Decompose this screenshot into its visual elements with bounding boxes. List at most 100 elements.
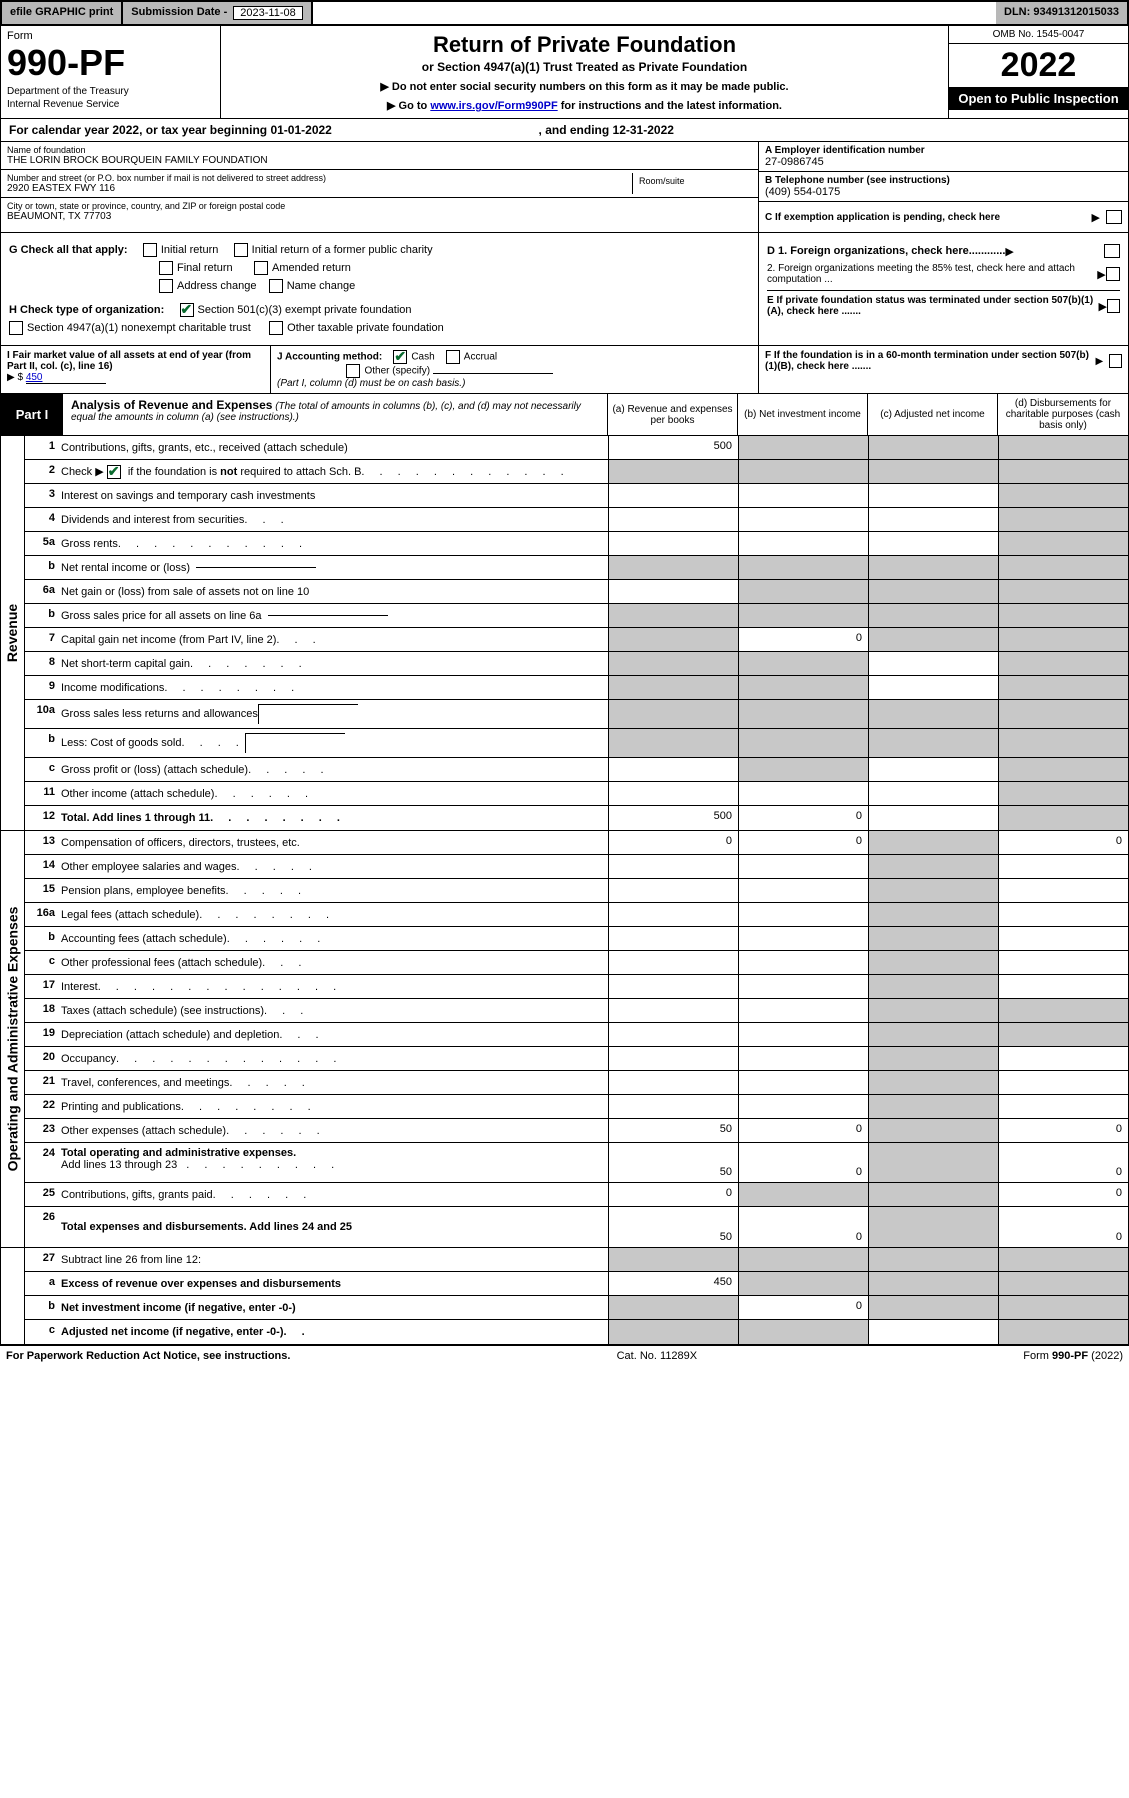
cell-a	[608, 460, 738, 483]
cell-b: 0	[738, 831, 868, 854]
cell-b	[738, 879, 868, 902]
sub-box	[245, 733, 345, 753]
goto-post: for instructions and the latest informat…	[558, 100, 782, 112]
exemption-checkbox[interactable]	[1106, 210, 1122, 224]
cell-c	[868, 758, 998, 781]
line-desc: Net investment income (if negative, ente…	[61, 1296, 608, 1319]
cell-a	[608, 1248, 738, 1271]
page-footer: For Paperwork Reduction Act Notice, see …	[0, 1345, 1129, 1366]
e-label: E If private foundation status was termi…	[767, 295, 1098, 317]
cell-c	[868, 806, 998, 830]
line-num: 23	[25, 1119, 61, 1142]
arrow-icon: ▶	[1005, 245, 1013, 258]
cell-a	[608, 580, 738, 603]
accrual-checkbox[interactable]	[446, 350, 460, 364]
dept-treasury: Department of the Treasury	[7, 86, 214, 97]
cash-checkbox[interactable]	[393, 350, 407, 364]
cell-b	[738, 1272, 868, 1295]
cell-b	[738, 758, 868, 781]
cell-c	[868, 879, 998, 902]
cell-c	[868, 855, 998, 878]
paperwork-notice: For Paperwork Reduction Act Notice, see …	[6, 1350, 290, 1362]
line-num: 19	[25, 1023, 61, 1046]
amended-return-checkbox[interactable]	[254, 261, 268, 275]
cell-a	[608, 604, 738, 627]
d1-checkbox[interactable]	[1104, 244, 1120, 258]
city-label: City or town, state or province, country…	[7, 201, 752, 211]
foundation-name: THE LORIN BROCK BOURQUEIN FAMILY FOUNDAT…	[7, 155, 752, 166]
omb-number: OMB No. 1545-0047	[949, 26, 1128, 44]
cell-d	[998, 556, 1128, 579]
final-return-checkbox[interactable]	[159, 261, 173, 275]
ssn-note: ▶ Do not enter social security numbers o…	[231, 80, 938, 93]
irs-link[interactable]: www.irs.gov/Form990PF	[430, 100, 557, 112]
line-num: 1	[25, 436, 61, 459]
cell-a	[608, 879, 738, 902]
cell-c	[868, 1071, 998, 1094]
part1-label: Part I	[1, 394, 63, 435]
col-d-header: (d) Disbursements for charitable purpose…	[998, 394, 1128, 435]
h-row: H Check type of organization: Section 50…	[9, 303, 750, 317]
col-c-header: (c) Adjusted net income	[868, 394, 998, 435]
cell-a	[608, 556, 738, 579]
cell-c	[868, 460, 998, 483]
cell-a: 0	[608, 831, 738, 854]
check-block: G Check all that apply: Initial return I…	[0, 233, 1129, 346]
cell-d	[998, 999, 1128, 1022]
submission-date: 2023-11-08	[233, 6, 302, 20]
form-title: Return of Private Foundation	[231, 32, 938, 58]
cell-d	[998, 855, 1128, 878]
efile-label[interactable]: efile GRAPHIC print	[2, 2, 123, 24]
blank-sidebar	[1, 1248, 25, 1344]
form-subtitle: or Section 4947(a)(1) Trust Treated as P…	[231, 60, 938, 74]
d-e-block: D 1. Foreign organizations, check here..…	[758, 233, 1128, 345]
cell-b	[738, 951, 868, 974]
cell-b	[738, 652, 868, 675]
cell-b	[738, 1183, 868, 1206]
room-suite-label: Room/suite	[632, 173, 752, 194]
name-change-checkbox[interactable]	[269, 279, 283, 293]
line-num: 6a	[25, 580, 61, 603]
id-block: Name of foundation THE LORIN BROCK BOURQ…	[0, 142, 1129, 233]
cell-d	[998, 782, 1128, 805]
line-num: 15	[25, 879, 61, 902]
dots: . . . . . . . . . . . .	[361, 466, 569, 478]
cell-a	[608, 532, 738, 555]
501c3-checkbox[interactable]	[180, 303, 194, 317]
line-desc: Capital gain net income (from Part IV, l…	[61, 628, 608, 651]
d2-checkbox[interactable]	[1106, 267, 1120, 281]
address-change-checkbox[interactable]	[159, 279, 173, 293]
line-desc: Printing and publications . . . . . . . …	[61, 1095, 608, 1118]
final-return-label: Final return	[177, 262, 233, 274]
cell-b	[738, 508, 868, 531]
cell-d	[998, 436, 1128, 459]
line-desc: Total. Add lines 1 through 11 . . . . . …	[61, 806, 608, 830]
g-row: G Check all that apply: Initial return I…	[9, 243, 750, 257]
cell-c	[868, 1296, 998, 1319]
other-taxable-checkbox[interactable]	[269, 321, 283, 335]
line-num: 2	[25, 460, 61, 483]
f-checkbox[interactable]	[1109, 354, 1122, 368]
fmv-link[interactable]: 450	[26, 372, 106, 384]
cell-c	[868, 782, 998, 805]
cell-c	[868, 951, 998, 974]
exemption-label: C If exemption application is pending, c…	[765, 212, 1000, 223]
initial-former-checkbox[interactable]	[234, 243, 248, 257]
other-checkbox[interactable]	[346, 364, 360, 378]
cell-d	[998, 1320, 1128, 1344]
cell-c	[868, 975, 998, 998]
4947-checkbox[interactable]	[9, 321, 23, 335]
line-num: c	[25, 951, 61, 974]
sub-box	[258, 704, 358, 724]
open-to-public: Open to Public Inspection	[949, 87, 1128, 110]
cell-b	[738, 927, 868, 950]
cell-d	[998, 729, 1128, 757]
form-ref: Form 990-PF (2022)	[1023, 1350, 1123, 1362]
cell-a: 0	[608, 1183, 738, 1206]
schb-checkbox[interactable]	[107, 465, 121, 479]
cell-b	[738, 1248, 868, 1271]
form-right: OMB No. 1545-0047 2022 Open to Public In…	[948, 26, 1128, 118]
e-checkbox[interactable]	[1107, 299, 1120, 313]
revenue-section: Revenue 1Contributions, gifts, grants, e…	[0, 436, 1129, 831]
initial-return-checkbox[interactable]	[143, 243, 157, 257]
